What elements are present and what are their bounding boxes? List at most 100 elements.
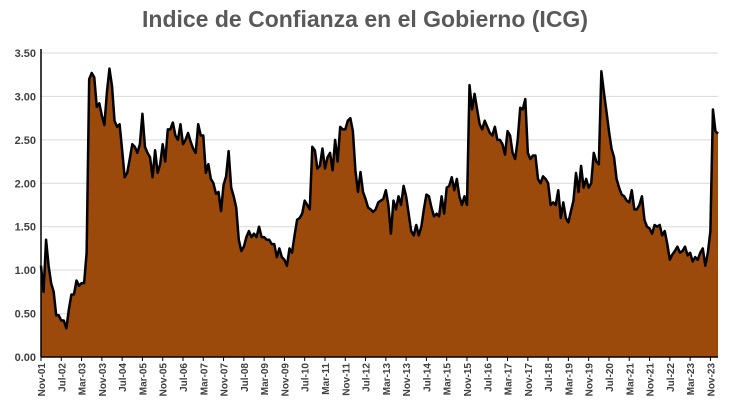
data-point-10 xyxy=(65,327,67,329)
data-point-65 xyxy=(205,172,207,174)
data-point-33 xyxy=(124,176,126,178)
data-point-143 xyxy=(403,185,405,187)
data-point-12 xyxy=(70,293,72,295)
data-point-226 xyxy=(613,156,615,158)
data-point-9 xyxy=(63,320,65,322)
data-point-32 xyxy=(121,149,123,151)
data-point-198 xyxy=(542,175,544,177)
data-point-60 xyxy=(192,148,194,150)
data-point-243 xyxy=(656,226,658,228)
data-point-45 xyxy=(154,149,156,151)
data-point-144 xyxy=(405,195,407,197)
data-point-138 xyxy=(390,233,392,235)
data-point-133 xyxy=(377,201,379,203)
data-point-125 xyxy=(357,191,359,193)
x-tick-label-13: Jul-10 xyxy=(301,363,312,392)
data-point-215 xyxy=(585,178,587,180)
data-point-13 xyxy=(73,293,75,295)
x-tick-label-4: Jul-04 xyxy=(118,363,129,392)
data-point-241 xyxy=(651,233,653,235)
data-point-182 xyxy=(501,143,503,145)
data-point-112 xyxy=(324,168,326,170)
data-point-177 xyxy=(489,132,491,134)
data-point-43 xyxy=(149,156,151,158)
data-point-235 xyxy=(636,208,638,210)
x-tick-label-12: Nov-09 xyxy=(280,363,291,397)
data-point-161 xyxy=(448,185,450,187)
data-point-19 xyxy=(88,78,90,80)
data-point-130 xyxy=(370,208,372,210)
data-point-163 xyxy=(453,189,455,191)
data-point-54 xyxy=(177,139,179,141)
data-point-46 xyxy=(157,172,159,174)
data-point-155 xyxy=(433,215,435,217)
data-point-89 xyxy=(266,239,268,241)
data-point-199 xyxy=(545,178,547,180)
data-point-254 xyxy=(684,246,686,248)
data-point-221 xyxy=(600,70,602,72)
data-point-114 xyxy=(329,152,331,154)
data-point-259 xyxy=(697,259,699,261)
data-point-196 xyxy=(537,178,539,180)
data-point-253 xyxy=(682,250,684,252)
data-point-81 xyxy=(245,236,247,238)
data-point-55 xyxy=(179,123,181,125)
data-point-77 xyxy=(235,207,237,209)
data-point-24 xyxy=(101,115,103,117)
data-point-165 xyxy=(458,195,460,197)
data-point-233 xyxy=(631,189,633,191)
data-point-158 xyxy=(441,195,443,197)
data-point-255 xyxy=(687,254,689,256)
data-point-49 xyxy=(164,161,166,163)
data-point-213 xyxy=(580,165,582,167)
data-point-76 xyxy=(233,195,235,197)
data-point-86 xyxy=(258,226,260,228)
data-point-212 xyxy=(578,191,580,193)
data-point-66 xyxy=(207,163,209,165)
data-point-263 xyxy=(707,252,709,254)
data-point-106 xyxy=(309,208,311,210)
data-point-251 xyxy=(676,246,678,248)
x-tick-label-29: Mar-21 xyxy=(625,363,636,396)
data-point-185 xyxy=(509,135,511,137)
data-point-11 xyxy=(68,308,70,310)
y-tick-label-6: 3.00 xyxy=(15,91,36,103)
data-point-200 xyxy=(547,182,549,184)
x-tick-label-21: Nov-15 xyxy=(463,363,474,397)
data-point-148 xyxy=(415,224,417,226)
data-point-171 xyxy=(474,93,476,95)
data-point-157 xyxy=(438,215,440,217)
data-point-30 xyxy=(116,126,118,128)
data-point-223 xyxy=(605,110,607,112)
series-line xyxy=(39,67,719,330)
data-point-238 xyxy=(643,219,645,221)
data-point-100 xyxy=(294,234,296,236)
data-point-262 xyxy=(704,265,706,267)
data-point-63 xyxy=(200,135,202,137)
data-point-153 xyxy=(428,195,430,197)
data-point-61 xyxy=(195,152,197,154)
data-point-154 xyxy=(430,207,432,209)
data-point-150 xyxy=(420,226,422,228)
x-tick-label-14: Mar-11 xyxy=(321,363,332,395)
data-point-208 xyxy=(567,221,569,223)
data-point-152 xyxy=(425,194,427,196)
data-point-134 xyxy=(380,200,382,202)
data-point-189 xyxy=(519,107,521,109)
data-point-184 xyxy=(507,130,509,132)
data-point-186 xyxy=(512,152,514,154)
data-point-234 xyxy=(633,208,635,210)
data-point-179 xyxy=(494,126,496,128)
data-point-5 xyxy=(53,291,55,293)
data-point-128 xyxy=(365,198,367,200)
data-point-214 xyxy=(583,187,585,189)
data-point-216 xyxy=(588,187,590,189)
data-point-67 xyxy=(210,178,212,180)
x-tick-label-6: Nov-05 xyxy=(159,363,170,397)
data-point-192 xyxy=(527,152,529,154)
x-tick-label-18: Nov-13 xyxy=(402,363,413,397)
data-point-129 xyxy=(367,207,369,209)
x-tick-label-19: Jul-14 xyxy=(422,363,433,392)
